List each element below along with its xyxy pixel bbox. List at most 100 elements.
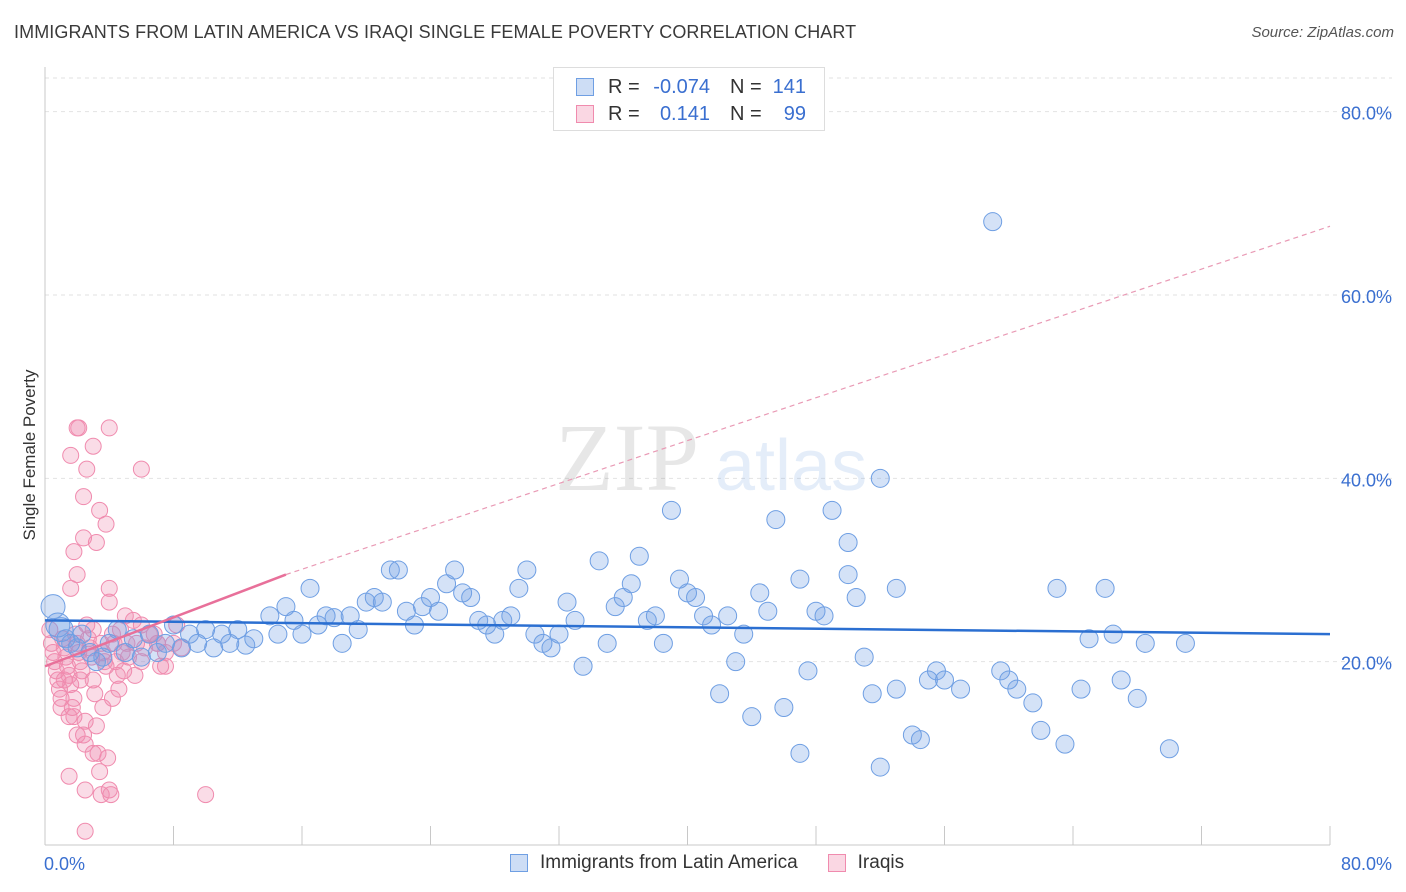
latin-america-point [686,588,706,607]
latin-america-point [790,569,810,589]
iraqis-point [89,744,107,762]
latin-america-point [1135,633,1155,653]
latin-america-point [1111,670,1131,690]
latin-america-point [131,647,151,667]
iraqis-point [78,460,96,478]
latin-america-point [710,684,730,704]
legend-row-latin-america: R = -0.074 N = 141 [576,74,806,100]
latin-america-trend-line [44,619,1331,636]
legend-swatch-blue [510,854,528,872]
latin-america-point [814,606,834,626]
latin-america-point [380,560,400,580]
latin-america-point [1175,633,1195,653]
watermark-zip: ZIP [555,404,699,511]
legend-r-label: R = [608,75,640,98]
iraqis-point [115,662,133,680]
latin-america-point [910,730,930,750]
latin-america-point [983,212,1003,232]
iraqis-point [100,579,118,597]
watermark: ZIP atlas [555,404,867,511]
tick-labels: 20.0% 40.0% 60.0% 80.0% 0.0% 80.0% [44,104,1392,874]
iraqis-point [91,763,109,781]
latin-america-point [316,606,336,626]
latin-america-point [1055,734,1075,754]
iraqis-point [94,699,112,716]
chart-title: IMMIGRANTS FROM LATIN AMERICA VS IRAQI S… [14,22,857,42]
latin-america-point [429,601,449,621]
latin-america-point [621,574,641,594]
latin-america-point [1031,720,1051,740]
latin-america-point [798,661,818,681]
iraqis-point [65,689,83,707]
iraqis-trend-line [44,573,287,668]
iraqis-point [62,579,80,597]
iraqis-point [86,685,104,703]
iraqis-point [60,767,78,785]
iraqis-point [60,708,78,726]
series-legend: Immigrants from Latin America Iraqis [510,852,934,874]
latin-america-point [1079,629,1099,649]
latin-america-point [72,624,92,644]
latin-america-point [388,560,408,580]
iraqis-point [76,712,94,730]
iraqis-point [132,460,150,478]
latin-america-point [766,510,786,530]
latin-america-point [862,684,882,704]
legend-label: Immigrants from Latin America [540,852,798,873]
iraqis-point [197,786,215,804]
trend-lines [44,225,1331,668]
watermark-atlas: atlas [715,426,867,506]
iraqis-point [68,726,86,744]
iraqis-point [100,593,118,611]
latin-america-point [332,633,352,653]
latin-america-point [228,620,248,640]
latin-america-point [45,612,71,638]
y-tick-label: 60.0% [1341,287,1392,307]
latin-america-point [196,620,216,640]
latin-america-point [292,624,312,644]
latin-america-point [726,652,746,672]
legend-row-iraqis: R = 0.141 N = 99 [576,101,806,127]
latin-america-point [372,592,392,612]
latin-america-point [139,624,159,644]
latin-america-point [236,635,256,655]
latin-america-point [573,656,593,676]
iraqis-point [84,437,102,455]
legend-swatch-blue [576,78,594,96]
stats-legend: R = -0.074 N = 141 R = 0.141 N = 99 [553,67,825,131]
legend-n-label: N = [730,75,762,98]
latin-america-point [557,592,577,612]
latin-america-point [870,757,890,777]
legend-item-latin-america: Immigrants from Latin America [510,852,798,874]
latin-america-point [846,588,866,607]
latin-america-point [597,633,617,653]
iraqis-point [91,501,109,519]
latin-america-point [1095,578,1115,598]
latin-america-point [324,608,344,628]
latin-america-point [886,578,906,598]
latin-america-point [822,500,842,520]
legend-n-value: 141 [772,75,806,98]
latin-america-point [870,468,890,488]
latin-america-point [661,500,681,520]
latin-america-point [645,606,665,626]
iraqis-point [55,671,73,689]
iraqis-point [70,419,88,437]
latin-america-point [935,670,954,690]
latin-america-point [1103,624,1123,644]
iraqis-point [92,786,110,804]
iraqis-point [65,543,83,561]
iraqis-point [62,446,80,464]
iraqis-point [100,419,118,437]
latin-america-point [653,633,673,653]
latin-america-point [1047,578,1067,598]
latin-america-point [1127,688,1147,708]
legend-r-value: 0.141 [659,102,710,125]
iraqis-point [76,781,94,799]
latin-america-point [702,615,722,635]
latin-america-point [517,560,537,580]
latin-america-point [758,601,778,621]
latin-america-point [268,624,288,644]
legend-n-value: 99 [783,102,806,125]
